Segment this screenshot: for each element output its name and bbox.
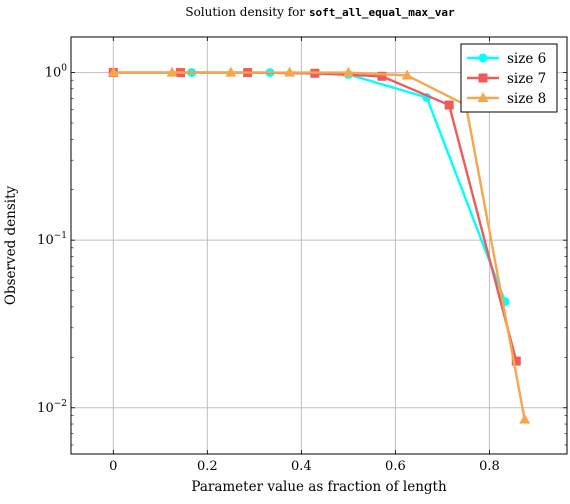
data-point bbox=[342, 66, 354, 77]
x-tick-label: 0.2 bbox=[197, 459, 218, 474]
legend-item: size 6 bbox=[467, 51, 546, 67]
tick-layer: 0 0.2 0.4 0.6 0.8 100 10−1 10−2 bbox=[37, 37, 567, 474]
series-layer bbox=[107, 66, 531, 424]
legend-label: size 8 bbox=[507, 91, 546, 107]
chart-title: Solution density for soft_all_equal_max_… bbox=[185, 5, 455, 19]
legend-marker bbox=[477, 92, 489, 102]
data-point bbox=[511, 356, 521, 366]
legend-marker bbox=[478, 53, 488, 63]
data-point bbox=[166, 66, 178, 77]
data-point bbox=[519, 413, 531, 424]
data-point bbox=[225, 66, 237, 77]
legend-item: size 7 bbox=[467, 71, 546, 87]
data-point bbox=[377, 71, 387, 81]
chart-title-code: soft_all_equal_max_var bbox=[309, 6, 455, 19]
y-axis-label: Observed density bbox=[3, 186, 19, 306]
series-2 bbox=[108, 68, 521, 366]
legend: size 6 size 7 size 8 bbox=[460, 43, 558, 113]
x-tick-label: 0.6 bbox=[385, 459, 406, 474]
series-line bbox=[113, 71, 526, 420]
legend-label: size 6 bbox=[507, 51, 546, 67]
y-tick-label: 10−1 bbox=[37, 231, 67, 248]
plot-frame bbox=[70, 36, 568, 455]
y-tick-label: 100 bbox=[45, 64, 68, 81]
chart-title-prefix: Solution density for bbox=[185, 5, 309, 19]
x-axis-label: Parameter value as fraction of length bbox=[191, 479, 447, 495]
series-line bbox=[113, 71, 518, 362]
data-point bbox=[401, 69, 413, 80]
legend-marker bbox=[478, 73, 488, 83]
legend-label: size 7 bbox=[507, 71, 546, 87]
legend-item: size 8 bbox=[467, 91, 546, 107]
x-tick-label: 0.4 bbox=[291, 459, 312, 474]
data-point bbox=[107, 66, 119, 77]
data-point bbox=[444, 100, 454, 110]
x-tick-label: 0.8 bbox=[479, 459, 500, 474]
x-tick-label: 0 bbox=[109, 459, 117, 474]
y-tick-label: 10−2 bbox=[37, 399, 67, 416]
data-point bbox=[284, 66, 296, 77]
series-3 bbox=[107, 66, 531, 424]
